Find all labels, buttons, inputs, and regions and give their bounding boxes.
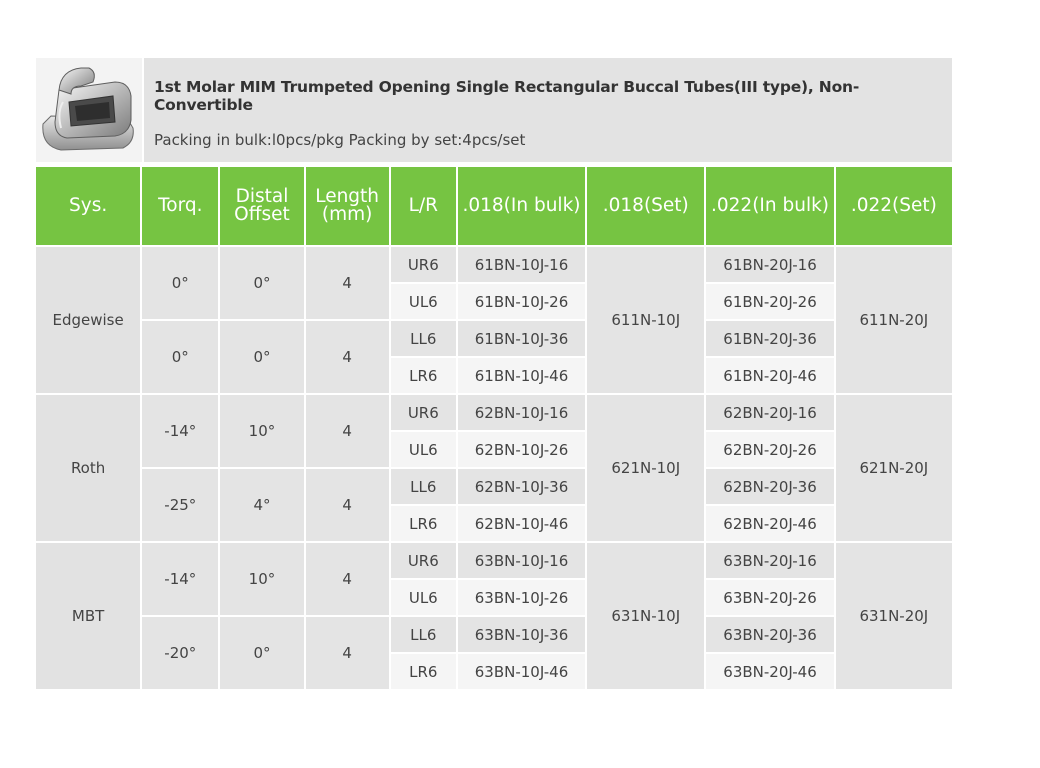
torque-cell: -20° <box>142 617 219 689</box>
lr-cell: UL6 <box>390 432 456 467</box>
table-row: MBT -14° 10° 4 UR6 63BN-10J-16 631N-10J 63BN-20… <box>36 543 952 689</box>
bulk-018-cell: 63BN-10J-16 <box>457 543 586 578</box>
system-cell: Edgewise <box>36 247 141 393</box>
bulk-022-cell: 63BN-20J-36 <box>706 617 834 652</box>
table-row: LR6 62BN-10J-46 62BN-20J-46 <box>36 506 952 541</box>
column-header-torq: Torq. <box>142 167 219 245</box>
column-header-distal-offset: Distal Offset <box>220 167 304 245</box>
bulk-018-cell: 62BN-10J-16 <box>457 395 586 430</box>
set-018-cell: 611N-10J <box>587 247 705 393</box>
column-header-022-bulk: .022(In bulk) <box>706 167 834 245</box>
table-row: LR6 61BN-10J-46 61BN-20J-46 <box>36 358 952 393</box>
bulk-018-cell: 63BN-10J-36 <box>457 617 586 652</box>
bulk-018-cell: 62BN-10J-46 <box>457 506 586 541</box>
system-cell: MBT <box>36 543 141 689</box>
product-spec-panel: 1st Molar MIM Trumpeted Opening Single R… <box>36 58 952 691</box>
bulk-022-cell: 63BN-20J-16 <box>706 543 834 578</box>
bulk-018-cell: 62BN-10J-36 <box>457 469 586 504</box>
length-cell: 4 <box>305 321 389 393</box>
table-row: UL6 63BN-10J-26 63BN-20J-26 <box>36 580 952 615</box>
torque-cell: 0° <box>142 321 219 393</box>
distal-offset-cell: 0° <box>220 321 304 393</box>
bulk-018-cell: 61BN-10J-16 <box>457 247 586 282</box>
distal-offset-cell: 10° <box>220 395 304 467</box>
length-cell: 4 <box>305 543 389 615</box>
lr-cell: UR6 <box>390 543 456 578</box>
length-cell: 4 <box>305 395 389 467</box>
lr-cell: LL6 <box>390 617 456 652</box>
torque-cell: -14° <box>142 395 219 467</box>
bulk-018-cell: 63BN-10J-26 <box>457 580 586 615</box>
lr-cell: UL6 <box>390 284 456 319</box>
bulk-022-cell: 62BN-20J-46 <box>706 506 834 541</box>
lr-cell: LR6 <box>390 654 456 689</box>
table-row: LR6 63BN-10J-46 63BN-20J-46 <box>36 654 952 689</box>
lr-cell: UL6 <box>390 580 456 615</box>
table-row: -20° 0° 4 LL6 63BN-10J-36 63BN-20J-36 <box>36 617 952 689</box>
column-header-022-set: .022(Set) <box>835 167 952 245</box>
table-row: Roth -14° 10° 4 UR6 62BN-10J-16 621N-10J 62BN-2… <box>36 395 952 541</box>
set-018-cell: 631N-10J <box>587 543 705 689</box>
bulk-018-cell: 61BN-10J-36 <box>457 321 586 356</box>
spec-table: Sys. Torq. Distal Offset Length (mm) L/R .018… <box>34 165 954 691</box>
table-row: -25° 4° 4 LL6 62BN-10J-36 62BN-20J-36 <box>36 469 952 541</box>
set-022-cell: 631N-20J <box>835 543 952 689</box>
bulk-018-cell: 63BN-10J-46 <box>457 654 586 689</box>
length-cell: 4 <box>305 469 389 541</box>
bulk-022-cell: 61BN-20J-26 <box>706 284 834 319</box>
column-header-018-bulk: .018(In bulk) <box>457 167 586 245</box>
set-018-cell: 621N-10J <box>587 395 705 541</box>
column-header-length: Length (mm) <box>305 167 389 245</box>
bulk-022-cell: 61BN-20J-46 <box>706 358 834 393</box>
table-row: UL6 61BN-10J-26 61BN-20J-26 <box>36 284 952 319</box>
lr-cell: LL6 <box>390 321 456 356</box>
system-cell: Roth <box>36 395 141 541</box>
lr-cell: UR6 <box>390 247 456 282</box>
column-header-lr: L/R <box>390 167 456 245</box>
length-cell: 4 <box>305 247 389 319</box>
distal-offset-cell: 0° <box>220 247 304 319</box>
table-row: UL6 62BN-10J-26 62BN-20J-26 <box>36 432 952 467</box>
bulk-018-cell: 61BN-10J-46 <box>457 358 586 393</box>
lr-cell: LL6 <box>390 469 456 504</box>
bulk-022-cell: 62BN-20J-16 <box>706 395 834 430</box>
table-row: Edgewise 0° 0° 4 UR6 61BN-10J-16 611N-10J 61BN-… <box>36 247 952 393</box>
lr-cell: UR6 <box>390 395 456 430</box>
torque-cell: 0° <box>142 247 219 319</box>
buccal-tube-image <box>42 67 134 151</box>
lr-cell: LR6 <box>390 506 456 541</box>
length-cell: 4 <box>305 617 389 689</box>
column-header-018-set: .018(Set) <box>587 167 705 245</box>
table-header-row: Sys. Torq. Distal Offset Length (mm) L/R .018… <box>36 167 952 245</box>
torque-cell: -25° <box>142 469 219 541</box>
product-header: 1st Molar MIM Trumpeted Opening Single R… <box>36 58 952 162</box>
bulk-022-cell: 62BN-20J-26 <box>706 432 834 467</box>
packing-info: Packing in bulk:l0pcs/pkg Packing by set… <box>154 131 526 149</box>
bulk-022-cell: 61BN-20J-16 <box>706 247 834 282</box>
distal-offset-cell: 0° <box>220 617 304 689</box>
table-row: 0° 0° 4 LL6 61BN-10J-36 61BN-20J-36 <box>36 321 952 393</box>
set-022-cell: 621N-20J <box>835 395 952 541</box>
bulk-022-cell: 62BN-20J-36 <box>706 469 834 504</box>
torque-cell: -14° <box>142 543 219 615</box>
bulk-022-cell: 63BN-20J-26 <box>706 580 834 615</box>
bulk-022-cell: 61BN-20J-36 <box>706 321 834 356</box>
column-header-sys: Sys. <box>36 167 141 245</box>
product-info: 1st Molar MIM Trumpeted Opening Single R… <box>144 58 952 162</box>
product-image <box>36 58 142 162</box>
distal-offset-cell: 10° <box>220 543 304 615</box>
set-022-cell: 611N-20J <box>835 247 952 393</box>
distal-offset-cell: 4° <box>220 469 304 541</box>
bulk-022-cell: 63BN-20J-46 <box>706 654 834 689</box>
bulk-018-cell: 62BN-10J-26 <box>457 432 586 467</box>
lr-cell: LR6 <box>390 358 456 393</box>
product-title: 1st Molar MIM Trumpeted Opening Single R… <box>154 78 860 114</box>
table-body: Edgewise 0° 0° 4 UR6 61BN-10J-16 611N-10J 61BN-… <box>36 247 952 689</box>
bulk-018-cell: 61BN-10J-26 <box>457 284 586 319</box>
